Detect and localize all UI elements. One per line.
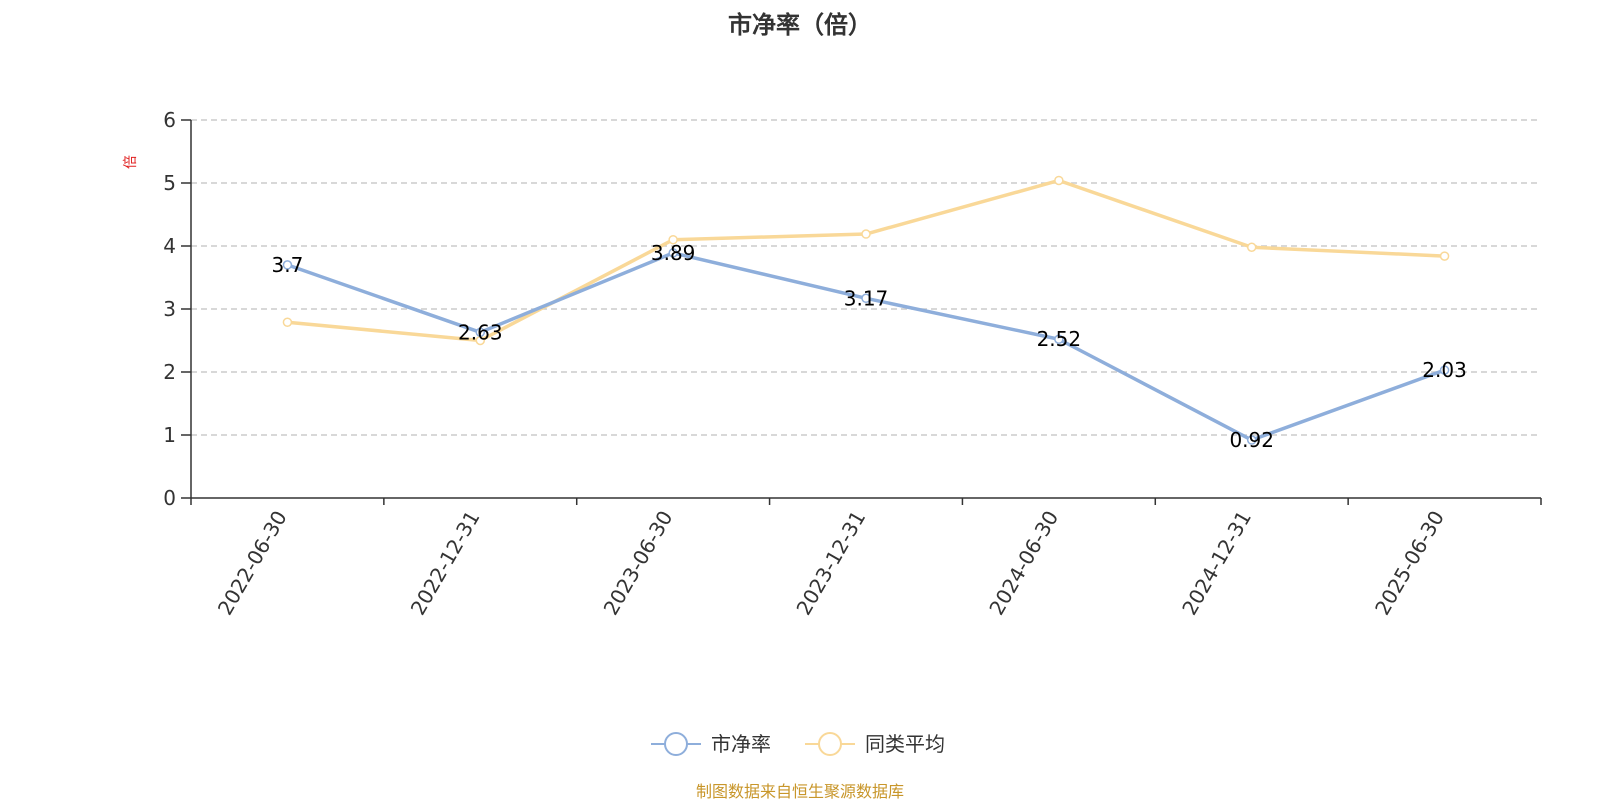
gridlines <box>191 119 1541 436</box>
point-0-2 <box>668 248 678 258</box>
data-label: 3.7 <box>272 253 304 277</box>
data-label: 3.89 <box>651 241 696 265</box>
point-1-6 <box>1439 251 1450 261</box>
point-1-3 <box>861 229 871 239</box>
point-1-2 <box>668 234 678 245</box>
point-0-0 <box>282 260 293 270</box>
y-tick-label: 0 <box>163 486 176 510</box>
data-label: 2.52 <box>1037 327 1082 351</box>
data-labels: 3.7 2.63 3.89 3.17 2.52 0.92 2.03 <box>272 241 1467 452</box>
x-tick-label: 2024-06-30 <box>984 507 1063 620</box>
y-tick-label: 3 <box>163 297 176 321</box>
y-tick-label: 2 <box>163 360 176 384</box>
y-tick-label: 6 <box>163 108 176 132</box>
legend-marker-icon <box>664 732 688 756</box>
series-lines <box>282 175 1450 445</box>
chart-title: 市净率（倍） <box>728 11 872 39</box>
legend: 市净率 同类平均 <box>651 732 945 756</box>
series-line-0 <box>286 251 1446 442</box>
point-0-3 <box>861 293 871 304</box>
data-label: 2.03 <box>1422 358 1467 382</box>
point-1-4 <box>1054 175 1064 186</box>
x-tick-label: 2023-06-30 <box>599 507 678 620</box>
point-0-1 <box>475 327 486 338</box>
x-tick-label: 2025-06-30 <box>1370 507 1449 620</box>
x-tick-label: 2024-12-31 <box>1177 507 1256 620</box>
point-1-5 <box>1246 242 1257 253</box>
x-tick-label: 2023-12-31 <box>791 507 870 620</box>
point-1-0 <box>282 317 293 327</box>
axes: 0 1 2 3 4 5 6 2022-06-30 2022-12-31 2023-06-30 202… <box>163 108 1542 620</box>
legend-item-1: 同类平均 <box>805 732 945 756</box>
x-tick-label: 2022-06-30 <box>213 507 292 620</box>
data-label: 3.17 <box>844 286 889 310</box>
y-axis-unit-label: 倍 <box>123 155 139 169</box>
legend-item-0: 市净率 <box>651 732 771 756</box>
legend-label: 市净率 <box>711 732 771 756</box>
legend-marker-icon <box>818 732 842 756</box>
data-label: 2.63 <box>458 320 503 344</box>
data-source-note: 制图数据来自恒生聚源数据库 <box>696 782 904 800</box>
data-label: 0.92 <box>1229 428 1274 452</box>
y-tick-label: 4 <box>163 234 176 258</box>
y-tick-label: 1 <box>163 423 176 447</box>
y-tick-label: 5 <box>163 171 176 195</box>
point-0-5 <box>1246 435 1257 445</box>
x-tick-label: 2022-12-31 <box>406 507 485 620</box>
legend-label: 同类平均 <box>865 732 945 756</box>
point-0-6 <box>1439 365 1450 375</box>
point-0-4 <box>1054 334 1064 344</box>
series-line-1 <box>287 178 1445 343</box>
